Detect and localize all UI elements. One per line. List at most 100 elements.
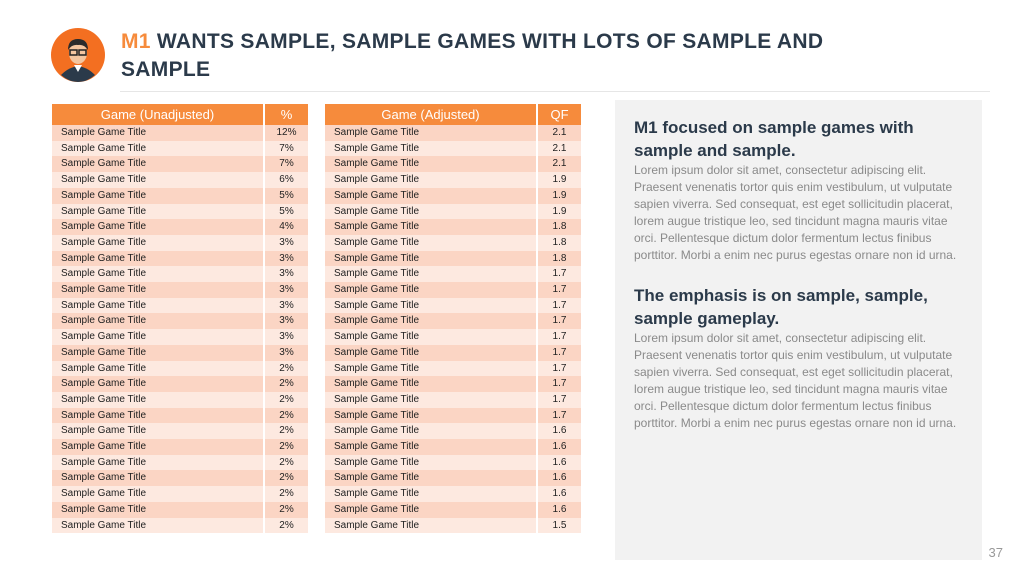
table-row: Sample Game Title 2.1 xyxy=(325,156,581,173)
table-row: Sample Game Title 1.6 xyxy=(325,470,581,487)
table-cell: 3% xyxy=(265,282,308,298)
table-row: Sample Game Title 3% xyxy=(52,329,308,345)
table-cell: Sample Game Title xyxy=(52,391,265,408)
table-cell: Sample Game Title xyxy=(52,219,265,235)
table-cell: 2% xyxy=(265,439,308,455)
table-cell: 3% xyxy=(265,313,308,330)
table-cell: 1.9 xyxy=(538,187,581,204)
table-cell: Sample Game Title xyxy=(325,376,538,392)
table-cell: 3% xyxy=(265,297,308,314)
table-row: Sample Game Title 2% xyxy=(52,407,308,424)
table-cell: Sample Game Title xyxy=(52,439,265,455)
table-cell: Sample Game Title xyxy=(325,219,538,235)
table-cell: Sample Game Title xyxy=(325,439,538,455)
table-cell: Sample Game Title xyxy=(325,391,538,408)
table-cell: 12% xyxy=(265,125,308,141)
table-cell: Sample Game Title xyxy=(52,297,265,314)
table-cell: Sample Game Title xyxy=(325,313,538,330)
table-row: Sample Game Title 1.7 xyxy=(325,313,581,330)
column-header: Game (Unadjusted) xyxy=(52,104,265,125)
table-row: Sample Game Title 7% xyxy=(52,156,308,173)
table-cell: 2% xyxy=(265,376,308,392)
table-cell: Sample Game Title xyxy=(52,454,265,471)
table-row: Sample Game Title 1.7 xyxy=(325,360,581,377)
table-cell: 1.7 xyxy=(538,297,581,314)
table-row: Sample Game Title 1.9 xyxy=(325,187,581,204)
table-row: Sample Game Title 3% xyxy=(52,266,308,283)
table-cell: Sample Game Title xyxy=(52,250,265,267)
table-row: Sample Game Title 1.6 xyxy=(325,486,581,502)
column-header: QF xyxy=(538,104,581,125)
table-cell: Sample Game Title xyxy=(325,470,538,487)
table-cell: 1.8 xyxy=(538,234,581,251)
table-cell: Sample Game Title xyxy=(325,187,538,204)
table-cell: Sample Game Title xyxy=(325,250,538,267)
table-cell: Sample Game Title xyxy=(325,344,538,361)
table-row: Sample Game Title 1.8 xyxy=(325,234,581,251)
table-cell: Sample Game Title xyxy=(52,329,265,345)
table-cell: 7% xyxy=(265,156,308,173)
title-highlight: M1 xyxy=(121,30,151,53)
table-cell: 1.8 xyxy=(538,219,581,235)
header-row: Game (Unadjusted)% xyxy=(52,104,308,125)
table-row: Sample Game Title 1.6 xyxy=(325,439,581,455)
table-cell: Sample Game Title xyxy=(52,282,265,298)
table-row: Sample Game Title 3% xyxy=(52,344,308,361)
table-cell: Sample Game Title xyxy=(52,376,265,392)
table-row: Sample Game Title 3% xyxy=(52,250,308,267)
table-cell: 1.6 xyxy=(538,470,581,487)
table-row: Sample Game Title 5% xyxy=(52,203,308,220)
table-row: Sample Game Title 1.7 xyxy=(325,282,581,298)
table-cell: 2.1 xyxy=(538,156,581,173)
table-cell: 3% xyxy=(265,234,308,251)
table-row: Sample Game Title 7% xyxy=(52,140,308,157)
section-heading: M1 focused on sample games with sample a… xyxy=(634,118,914,160)
table-cell: Sample Game Title xyxy=(325,486,538,502)
table-row: Sample Game Title 1.7 xyxy=(325,376,581,392)
table-cell: 2% xyxy=(265,454,308,471)
table-row: Sample Game Title 1.7 xyxy=(325,297,581,314)
table-cell: Sample Game Title xyxy=(52,344,265,361)
table-cell: Sample Game Title xyxy=(325,140,538,157)
table-cell: Sample Game Title xyxy=(52,266,265,283)
table-cell: 2% xyxy=(265,501,308,518)
table-cell: 3% xyxy=(265,344,308,361)
data-table: Game (Unadjusted)% Sample Game Title 12% Sa… xyxy=(52,104,308,534)
table-cell: 2% xyxy=(265,423,308,440)
table-row: Sample Game Title 2% xyxy=(52,376,308,392)
table-cell: Sample Game Title xyxy=(52,360,265,377)
table-cell: 2% xyxy=(265,407,308,424)
table-cell: 2.1 xyxy=(538,140,581,157)
divider xyxy=(120,91,990,92)
table-cell: Sample Game Title xyxy=(52,517,265,534)
table-cell: 6% xyxy=(265,172,308,188)
table-cell: Sample Game Title xyxy=(325,423,538,440)
table-cell: Sample Game Title xyxy=(325,156,538,173)
panel-section: M1 focused on sample games with sample a… xyxy=(634,116,964,264)
table-cell: 2% xyxy=(265,470,308,487)
table-cell: Sample Game Title xyxy=(325,282,538,298)
column-header: % xyxy=(265,104,308,125)
table-row: Sample Game Title 1.8 xyxy=(325,219,581,235)
title-text: WANTS SAMPLE, SAMPLE GAMES WITH LOTS OF … xyxy=(121,30,824,81)
table-cell: Sample Game Title xyxy=(52,203,265,220)
table-cell: Sample Game Title xyxy=(52,156,265,173)
table-row: Sample Game Title 1.6 xyxy=(325,501,581,518)
table-cell: 1.6 xyxy=(538,501,581,518)
table-row: Sample Game Title 3% xyxy=(52,313,308,330)
table-cell: Sample Game Title xyxy=(52,470,265,487)
table-cell: 1.7 xyxy=(538,266,581,283)
table-cell: Sample Game Title xyxy=(325,501,538,518)
table-cell: 2% xyxy=(265,517,308,534)
table-row: Sample Game Title 4% xyxy=(52,219,308,235)
table-cell: Sample Game Title xyxy=(52,486,265,502)
section-heading: The emphasis is on sample, sample, sampl… xyxy=(634,286,928,328)
table-row: Sample Game Title 1.5 xyxy=(325,517,581,534)
table-cell: Sample Game Title xyxy=(52,125,265,141)
table-cell: Sample Game Title xyxy=(52,407,265,424)
table-row: Sample Game Title 2% xyxy=(52,391,308,408)
table-row: Sample Game Title 1.7 xyxy=(325,391,581,408)
table-row: Sample Game Title 1.9 xyxy=(325,172,581,188)
table-row: Sample Game Title 2% xyxy=(52,470,308,487)
table-row: Sample Game Title 3% xyxy=(52,234,308,251)
